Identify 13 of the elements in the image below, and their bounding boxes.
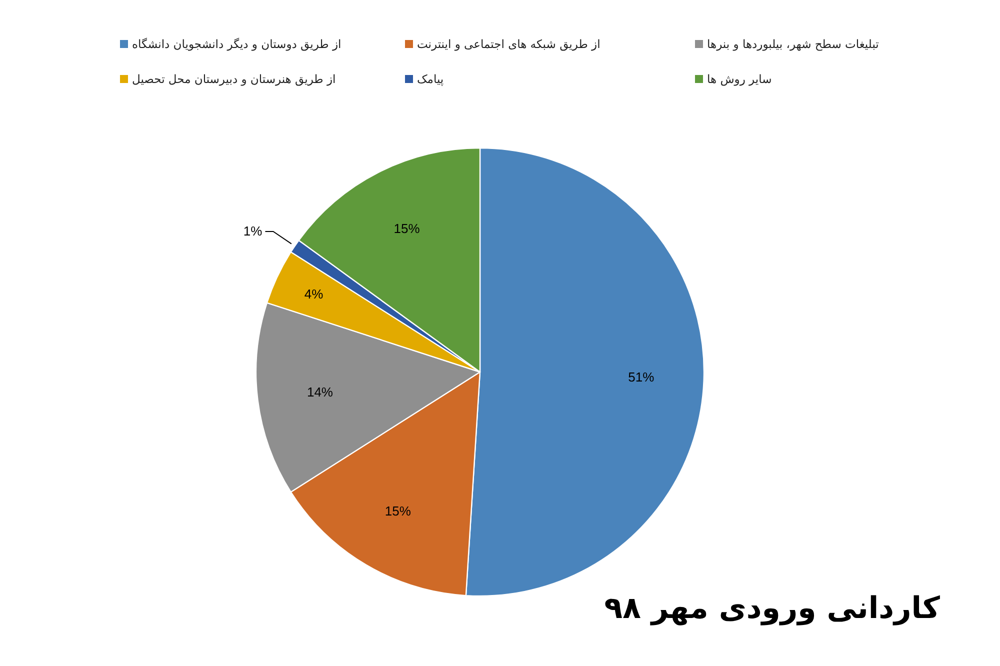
data-label: 14% [306, 384, 334, 400]
data-label: 4% [304, 286, 324, 302]
title: کاردانی ورودی مهر ۹۸ [604, 591, 940, 626]
legend-label: سایر روش ها [707, 72, 772, 86]
legend-label: از طریق شبکه های اجتماعی و اینترنت [417, 37, 600, 51]
legend-label: پیامک [417, 72, 444, 86]
legend-label: از طریق هنرستان و دبیرستان محل تحصیل [132, 72, 336, 86]
data-label: 15% [384, 503, 412, 518]
legend-label: از طریق دوستان و دیگر دانشجویان دانشگاه [132, 37, 342, 51]
data-label: 15% [394, 220, 420, 236]
legend-label: تبلیغات سطح شهر، بیلبوردها و بنرها [707, 37, 879, 51]
data-label: 51% [628, 370, 655, 385]
data-label: 1% [243, 223, 263, 238]
